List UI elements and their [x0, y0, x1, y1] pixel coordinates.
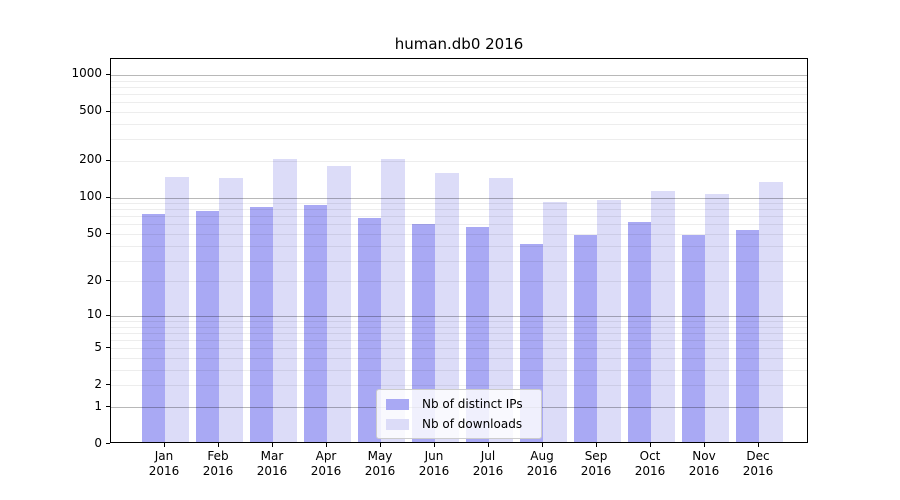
y-tickmark [106, 110, 110, 112]
y-tickmark [106, 406, 110, 407]
bar-downloads-jul [489, 177, 513, 442]
bar-downloads-jun [435, 172, 459, 442]
x-tick-label: Jul 2016 [472, 449, 504, 478]
y-tickmark [106, 280, 110, 282]
plot-area: Nb of distinct IPs Nb of downloads [110, 58, 808, 443]
x-tickmark [380, 443, 381, 447]
y-tickmark [106, 384, 110, 386]
y-tick-label: 0 [94, 435, 102, 450]
y-tickmark [106, 73, 110, 75]
bar-distinct-ips-dec [735, 229, 759, 442]
x-tick-label: Nov 2016 [688, 449, 720, 478]
y-tick-label: 50 [86, 225, 102, 240]
x-tick-label: May 2016 [364, 449, 396, 478]
y-tick-label: 2 [94, 376, 102, 391]
bar-distinct-ips-feb [195, 210, 219, 442]
x-tick-label: Oct 2016 [634, 449, 666, 478]
bar-downloads-apr [327, 165, 351, 442]
y-tick-label: 5 [94, 339, 102, 354]
bar-distinct-ips-apr [303, 204, 327, 442]
x-tick-label: Aug 2016 [526, 449, 558, 478]
y-tickmark [106, 443, 110, 444]
x-tickmark [542, 443, 543, 447]
legend: Nb of distinct IPs Nb of downloads [376, 389, 542, 439]
bar-distinct-ips-jan [141, 214, 165, 442]
x-tickmark [272, 443, 273, 447]
bar-downloads-aug [543, 202, 567, 442]
x-tickmark [650, 443, 651, 447]
y-tickmark [106, 314, 110, 316]
x-tick-label: Jun 2016 [418, 449, 450, 478]
legend-entry-distinct-ips: Nb of distinct IPs [386, 397, 531, 411]
chart-title: human.db0 2016 [394, 35, 524, 53]
y-tick-label: 1000 [71, 66, 102, 81]
x-tickmark [488, 443, 489, 447]
x-tickmark [164, 443, 165, 447]
y-tickmark [106, 196, 110, 198]
y-tick-label: 200 [79, 152, 102, 167]
y-tick-label: 500 [79, 103, 102, 118]
y-tick-label: 10 [86, 307, 102, 322]
bar-downloads-feb [219, 178, 243, 442]
bar-downloads-may [381, 158, 405, 442]
x-tick-label: Feb 2016 [202, 449, 234, 478]
legend-swatch-downloads-icon [386, 418, 409, 430]
x-tickmark [218, 443, 219, 447]
x-tick-label: Jan 2016 [148, 449, 180, 478]
bars-layer [111, 59, 807, 442]
bar-downloads-nov [705, 194, 729, 442]
bar-downloads-jan [165, 177, 189, 442]
x-tick-label: Mar 2016 [256, 449, 288, 478]
legend-swatch-distinct-ips-icon [386, 398, 409, 410]
y-tick-label: 100 [79, 189, 102, 203]
bar-downloads-oct [651, 191, 675, 442]
bar-distinct-ips-jun [411, 224, 435, 442]
legend-label-downloads: Nb of downloads [422, 417, 523, 431]
bar-distinct-ips-sep [573, 235, 597, 442]
y-tickmark [106, 347, 110, 349]
x-tickmark [434, 443, 435, 447]
legend-entry-downloads: Nb of downloads [386, 417, 531, 431]
bar-distinct-ips-nov [681, 235, 705, 442]
bar-downloads-mar [273, 158, 297, 442]
x-tickmark [704, 443, 705, 447]
bar-distinct-ips-may [357, 218, 381, 442]
y-tickmark [106, 233, 110, 234]
bar-distinct-ips-oct [627, 221, 651, 442]
bar-distinct-ips-jul [465, 227, 489, 442]
y-tickmark [106, 159, 110, 161]
y-tick-label: 20 [86, 272, 102, 287]
legend-label-distinct-ips: Nb of distinct IPs [422, 397, 523, 411]
bar-downloads-sep [597, 199, 621, 442]
x-tickmark [326, 443, 327, 447]
x-tick-label: Sep 2016 [580, 449, 612, 478]
x-tickmark [758, 443, 759, 447]
bar-distinct-ips-mar [249, 207, 273, 442]
bar-downloads-dec [759, 181, 783, 442]
x-tick-label: Apr 2016 [310, 449, 342, 478]
y-tick-label: 1 [94, 398, 102, 413]
x-tickmark [596, 443, 597, 447]
x-tick-label: Dec 2016 [742, 449, 774, 478]
